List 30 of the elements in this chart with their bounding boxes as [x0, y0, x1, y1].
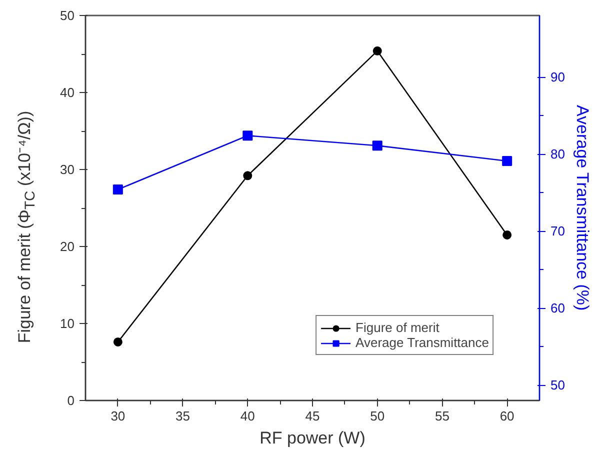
- x-tick-label: 35: [176, 408, 190, 424]
- y2-tick-label: 90: [550, 70, 565, 85]
- point: [372, 46, 382, 56]
- x-tick-label: 50: [370, 408, 385, 424]
- y2-axis-title: Average Transmittance (%): [572, 105, 592, 311]
- point: [242, 130, 253, 141]
- y-tick-label: 40: [60, 85, 75, 100]
- x-tick-label: 55: [434, 408, 450, 424]
- legend-label: Average Transmittance: [356, 335, 489, 350]
- x-tick-label: 45: [305, 408, 320, 424]
- y2-tick-label: 60: [550, 300, 565, 316]
- y2-tick-label: 50: [550, 378, 565, 393]
- y-tick-label: 50: [60, 8, 75, 23]
- y-tick-label: 30: [60, 162, 75, 177]
- point: [112, 184, 123, 195]
- point: [372, 140, 382, 151]
- y-tick-label: 20: [60, 239, 75, 254]
- point: [502, 230, 512, 240]
- x-axis-title: RF power (W): [260, 428, 366, 448]
- point: [243, 171, 252, 180]
- y2-tick-label: 70: [550, 224, 565, 239]
- x-tick-label: 40: [240, 408, 255, 424]
- y-tick-label: 0: [67, 393, 75, 408]
- y-tick-label: 10: [60, 316, 75, 331]
- x-tick-label: 30: [110, 408, 126, 424]
- legend-label: Figure of merit: [356, 320, 440, 335]
- x-tick-label: 60: [500, 408, 514, 424]
- point: [502, 156, 512, 166]
- point: [113, 337, 122, 346]
- y2-tick-label: 80: [550, 146, 565, 162]
